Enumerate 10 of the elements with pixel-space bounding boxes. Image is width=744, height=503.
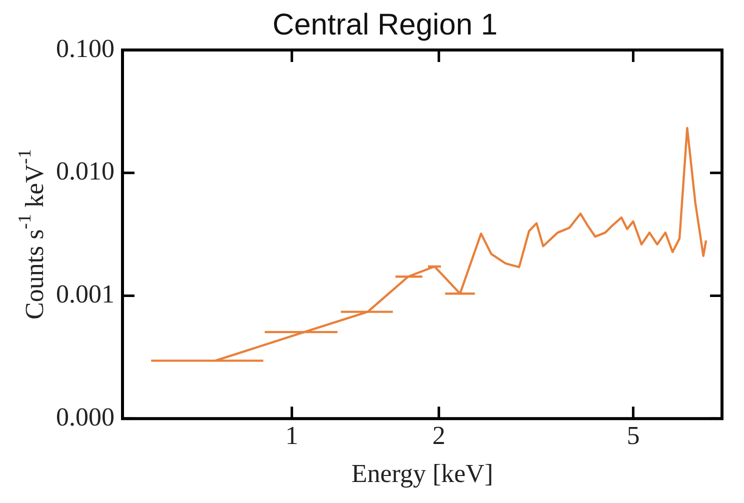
y-tick-label: 0.010 — [56, 156, 114, 186]
x-tick-label: 5 — [626, 421, 640, 450]
chart-title: Central Region 1 — [272, 8, 498, 42]
x-tick-label: 1 — [285, 421, 298, 450]
y-tick-label: 0.000 — [56, 402, 114, 432]
y-axis-title: Counts s-1 keV-1 — [14, 149, 49, 320]
y-tick-label: 0.100 — [56, 34, 114, 63]
x-axis-title: Energy [keV] — [351, 459, 494, 488]
x-tick-label: 2 — [432, 421, 446, 450]
y-tick-label: 0.001 — [56, 280, 114, 309]
